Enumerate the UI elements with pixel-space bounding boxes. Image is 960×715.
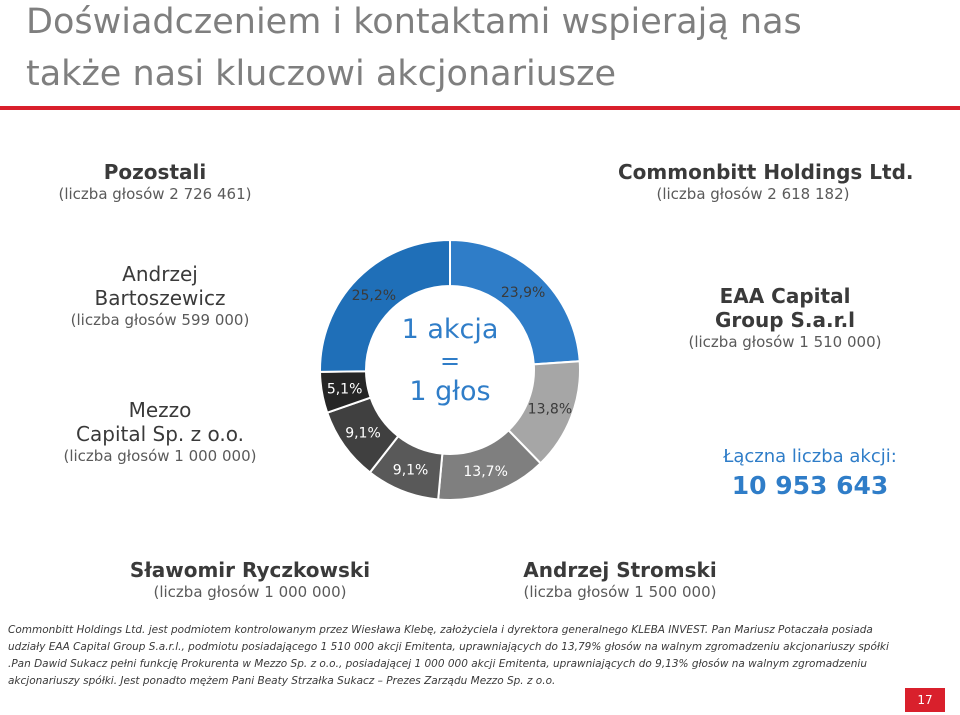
total-shares: Łączna liczba akcji: 10 953 643 (690, 445, 930, 503)
bartoszewicz-votes: (liczba głosów 599 000) (70, 311, 250, 329)
page-title-line-1: Doświadczeniem i kontaktami wspierają na… (26, 2, 802, 42)
donut-data-label-1: 23,9% (501, 285, 545, 301)
label-bartoszewicz: Andrzej Bartoszewicz (liczba głosów 599 … (45, 262, 275, 330)
eaa-name-1: EAA Capital (719, 284, 851, 308)
total-shares-value: 10 953 643 (731, 471, 889, 500)
center-text-line-1: 1 akcja (402, 314, 499, 345)
donut-data-label-5: 9,1% (345, 425, 381, 441)
label-commonbitt: Commonbitt Holdings Ltd. (liczba głosów … (618, 160, 914, 204)
mezzo-name-2: Capital Sp. z o.o. (76, 422, 244, 446)
label-eaa: EAA Capital Group S.a.r.l (liczba głosów… (660, 284, 910, 352)
stromski-name: Andrzej Stromski (523, 558, 717, 582)
total-shares-label: Łączna liczba akcji: (723, 446, 897, 467)
donut-data-label-2: 13,8% (528, 401, 572, 417)
footnote-line-4: akcjonariuszy spółki. Jest ponadto mężem… (8, 675, 556, 687)
pozostali-name: Pozostali (103, 160, 207, 184)
footnote-line-1: Commonbitt Holdings Ltd. jest podmiotem … (8, 624, 873, 636)
donut-slices (318, 238, 581, 501)
donut-data-label-7: 25,2% (352, 288, 396, 304)
center-text-line-2: = (440, 347, 460, 375)
donut-data-label-3: 13,7% (463, 464, 507, 480)
ryczkowski-votes: (liczba głosów 1 000 000) (153, 583, 347, 601)
label-mezzo: Mezzo Capital Sp. z o.o. (liczba głosów … (45, 398, 275, 466)
label-pozostali: Pozostali (liczba głosów 2 726 461) (40, 160, 270, 204)
footnote-line-3: .Pan Dawid Sukacz pełni funkcję Prokuren… (8, 658, 867, 670)
mezzo-votes: (liczba głosów 1 000 000) (63, 447, 257, 465)
footnote: Commonbitt Holdings Ltd. jest podmiotem … (8, 622, 948, 690)
shareholder-donut-chart: 23,9% 13,8% 13,7% 9,1% 9,1% 5,1% 25,2% 1 akcja… (318, 238, 581, 501)
donut-slice-7 (319, 238, 451, 373)
footnote-line-2: udziały EAA Capital Group S.a.r.l., podm… (8, 641, 889, 653)
bartoszewicz-name-1: Andrzej (122, 262, 198, 286)
commonbitt-name: Commonbitt Holdings Ltd. (618, 160, 914, 184)
page-number-badge: 17 (905, 688, 945, 712)
bartoszewicz-name-2: Bartoszewicz (94, 286, 226, 310)
commonbitt-votes: (liczba głosów 2 618 182) (656, 185, 850, 203)
eaa-votes: (liczba głosów 1 510 000) (688, 333, 882, 351)
donut-data-label-4: 9,1% (393, 462, 429, 478)
eaa-name-2: Group S.a.r.l (714, 308, 856, 332)
title-block: Doświadczeniem i kontaktami wspierają na… (0, 0, 960, 110)
pozostali-votes: (liczba głosów 2 726 461) (58, 185, 252, 203)
center-text-line-3: 1 głos (409, 376, 490, 407)
ryczkowski-name: Sławomir Ryczkowski (129, 558, 371, 582)
page-title-line-2: także nasi kluczowi akcjonariusze (26, 54, 617, 94)
stromski-votes: (liczba głosów 1 500 000) (523, 583, 717, 601)
mezzo-name-1: Mezzo (128, 398, 192, 422)
donut-data-labels: 23,9% 13,8% 13,7% 9,1% 9,1% 5,1% 25,2% (327, 285, 572, 480)
donut-slice-1 (449, 238, 581, 366)
label-stromski: Andrzej Stromski (liczba głosów 1 500 00… (495, 558, 745, 602)
title-divider (0, 106, 960, 110)
label-ryczkowski: Sławomir Ryczkowski (liczba głosów 1 000… (120, 558, 380, 602)
donut-data-label-6: 5,1% (327, 382, 363, 398)
